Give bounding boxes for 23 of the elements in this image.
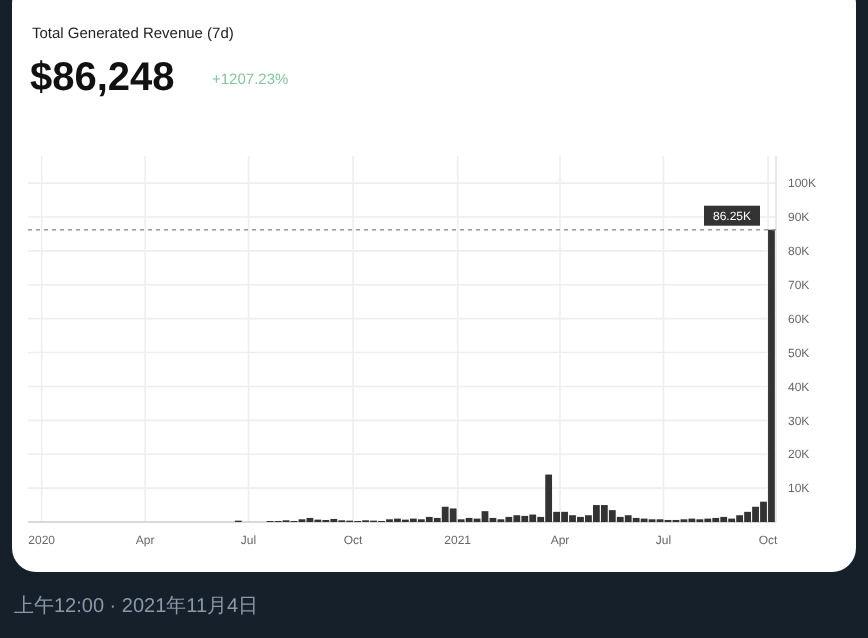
bar bbox=[441, 506, 449, 522]
bar bbox=[505, 516, 513, 522]
bar bbox=[561, 511, 568, 522]
chart-subtitle: $86,248 bbox=[30, 56, 175, 100]
bar bbox=[545, 474, 553, 522]
bar bbox=[513, 515, 521, 522]
bar bbox=[736, 515, 744, 522]
bar bbox=[744, 511, 751, 522]
bar bbox=[752, 506, 759, 522]
bar bbox=[449, 508, 457, 522]
bar bbox=[616, 516, 624, 522]
bar bbox=[529, 514, 537, 522]
bar bbox=[592, 505, 600, 522]
bar bbox=[569, 515, 576, 522]
bar bbox=[768, 229, 775, 522]
bar bbox=[720, 516, 728, 522]
text: 上午12:00 · 2021年11月4日 bbox=[14, 594, 259, 618]
bar bbox=[521, 515, 529, 522]
bar bbox=[608, 510, 616, 522]
bar bbox=[600, 505, 608, 522]
bar bbox=[577, 516, 584, 522]
bar bbox=[624, 515, 632, 522]
bar bbox=[425, 516, 433, 522]
